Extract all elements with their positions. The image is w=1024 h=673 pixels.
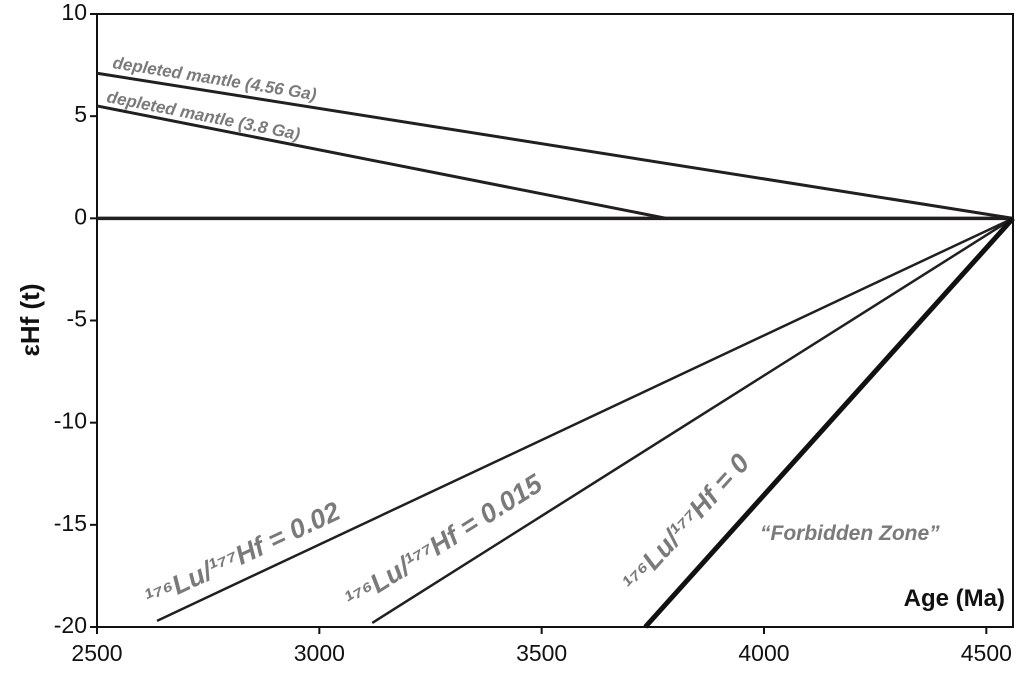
annotation: “Forbidden Zone” bbox=[760, 522, 940, 545]
series-label: ¹⁷⁶Lu/¹⁷⁷Hf = 0.015 bbox=[339, 468, 548, 615]
series-line bbox=[156, 217, 1014, 623]
y-tick-label: 0 bbox=[74, 203, 87, 229]
x-tick-label: 3000 bbox=[294, 640, 345, 666]
x-axis-label: Age (Ma) bbox=[904, 585, 1005, 612]
series-line bbox=[643, 216, 1015, 629]
y-tick-label: 5 bbox=[74, 101, 87, 127]
series-line bbox=[96, 104, 667, 220]
series-label: ¹⁷⁶Lu/¹⁷⁷Hf = 0 bbox=[616, 448, 755, 598]
x-tick-label: 4500 bbox=[961, 640, 1012, 666]
x-tick-label: 2500 bbox=[71, 640, 122, 666]
x-tick-label: 4000 bbox=[738, 640, 789, 666]
y-tick-label: 10 bbox=[61, 0, 87, 25]
y-axis-label: εHf (t) bbox=[15, 284, 45, 357]
y-tick-label: -15 bbox=[54, 510, 87, 536]
y-tick-label: -5 bbox=[67, 306, 87, 332]
series-label: ¹⁷⁶Lu/¹⁷⁷Hf = 0.02 bbox=[140, 496, 345, 613]
y-tick-label: -10 bbox=[54, 408, 87, 434]
series-line bbox=[371, 217, 1014, 624]
series-line bbox=[96, 71, 1014, 220]
y-tick-label: -20 bbox=[54, 612, 87, 638]
x-tick-label: 3500 bbox=[516, 640, 567, 666]
